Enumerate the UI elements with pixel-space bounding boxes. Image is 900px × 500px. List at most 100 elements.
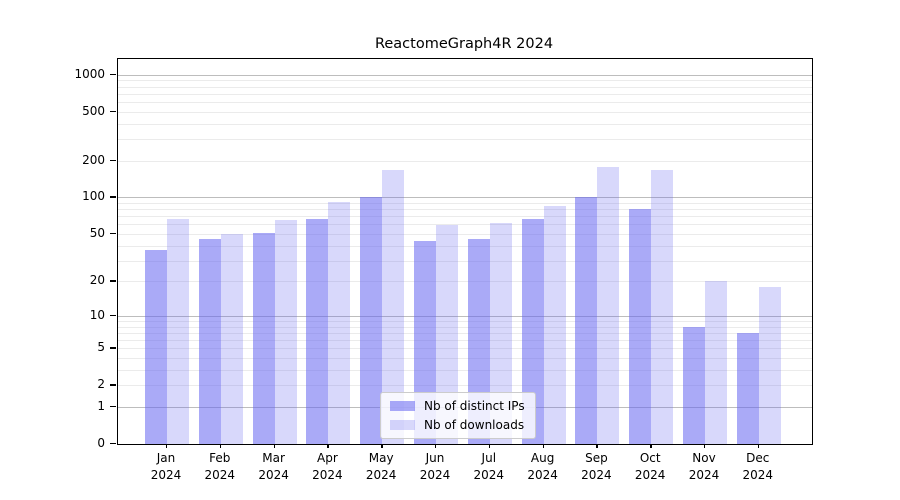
x-tick-year: 2024 — [473, 467, 505, 482]
y-tick-mark — [110, 232, 116, 235]
bar-downloads-sep — [597, 166, 620, 444]
bar-ips-aug — [521, 219, 544, 444]
x-tick-mark — [596, 444, 598, 448]
bar-downloads-jul — [489, 223, 512, 444]
bar-ips-nov — [683, 326, 705, 444]
y-tick-mark — [110, 443, 116, 445]
gridline-minor — [118, 369, 812, 371]
y-tick-mark — [110, 314, 116, 317]
x-tick-year: 2024 — [150, 467, 182, 482]
gridline-minor — [118, 202, 812, 204]
gridline-minor — [118, 139, 812, 140]
gridline-minor — [118, 281, 812, 283]
bar-downloads-dec — [758, 286, 781, 444]
x-tick-mark — [166, 444, 168, 448]
y-tick-mark — [110, 280, 116, 282]
x-tick-mark — [327, 444, 329, 448]
bar-ips-mar — [252, 232, 275, 444]
gridline-minor — [118, 123, 812, 125]
gridline-minor — [118, 80, 812, 82]
x-tick-year: 2024 — [527, 467, 558, 482]
x-tick-mark — [704, 444, 706, 448]
legend-item-downloads: Nb of downloads — [390, 418, 525, 432]
bar-downloads-mar — [274, 220, 297, 444]
x-tick-mark — [219, 444, 222, 448]
bar-downloads-feb — [220, 233, 243, 444]
gridline-major — [118, 197, 812, 199]
y-tick-label: 200 — [82, 152, 105, 167]
x-tick-label-jun: Jun 2024 — [403, 450, 467, 483]
x-tick-year: 2024 — [581, 467, 612, 482]
gridline-minor — [118, 216, 812, 218]
x-tick-year: 2024 — [258, 467, 289, 482]
gridline-minor — [118, 260, 812, 262]
x-tick-label-apr: Apr 2024 — [295, 450, 359, 483]
x-tick-label-nov: Nov 2024 — [672, 450, 736, 483]
bar-ips-may — [360, 197, 383, 444]
bar-ips-sep — [575, 197, 598, 444]
y-tick-label: 0 — [97, 436, 105, 450]
gridline-minor — [118, 340, 812, 341]
x-tick-mark — [542, 444, 544, 448]
bar-downloads-jan — [167, 218, 189, 444]
legend-label-downloads: Nb of downloads — [424, 418, 525, 432]
y-tick-mark — [110, 159, 116, 161]
gridline-minor — [118, 326, 812, 328]
bar-ips-feb — [198, 239, 221, 444]
gridline-minor — [118, 348, 812, 350]
x-tick-year: 2024 — [204, 467, 236, 482]
x-tick-label-jan: Jan 2024 — [134, 450, 198, 483]
y-tick-label: 500 — [82, 103, 105, 118]
gridline-minor — [118, 160, 812, 162]
legend-item-distinct-ips: Nb of distinct IPs — [390, 399, 525, 413]
gridline-major — [118, 315, 812, 317]
bar-downloads-aug — [543, 205, 566, 444]
gridline-minor — [118, 102, 812, 103]
x-tick-year: 2024 — [742, 467, 774, 482]
y-tick-mark — [110, 347, 116, 349]
x-tick-mark — [273, 444, 275, 448]
x-tick-year: 2024 — [419, 467, 451, 482]
legend-swatch-distinct-ips — [390, 401, 415, 411]
x-tick-label-dec: Dec 2024 — [726, 450, 790, 483]
x-tick-mark — [435, 444, 437, 448]
gridline-minor — [118, 245, 812, 247]
plot-area: Nb of distinct IPs Nb of downloads — [117, 58, 813, 445]
gridline-minor — [118, 93, 812, 95]
y-tick-label: 1000 — [74, 66, 105, 81]
y-tick-label: 5 — [97, 340, 105, 355]
bar-downloads-jun — [436, 225, 458, 444]
bar-downloads-may — [382, 169, 405, 444]
gridline-minor — [118, 358, 812, 359]
x-tick-year: 2024 — [688, 467, 720, 482]
y-tick-label: 20 — [89, 273, 105, 288]
chart-title: ReactomeGraph4R 2024 — [374, 36, 554, 52]
bar-ips-oct — [629, 209, 652, 444]
y-tick-label: 2 — [97, 377, 105, 392]
x-tick-mark — [757, 444, 760, 448]
bar-ips-dec — [736, 332, 759, 444]
y-tick-label: 100 — [82, 189, 105, 204]
x-tick-label-may: May 2024 — [349, 450, 413, 483]
legend-label-distinct-ips: Nb of distinct IPs — [424, 399, 525, 413]
x-tick-label-jul: Jul 2024 — [457, 450, 521, 483]
x-tick-label-sep: Sep 2024 — [564, 450, 628, 483]
x-tick-mark — [381, 444, 383, 448]
y-tick-label: 1 — [97, 399, 105, 413]
x-tick-year: 2024 — [634, 467, 666, 482]
gridline-minor — [118, 224, 812, 226]
x-tick-label-aug: Aug 2024 — [511, 450, 575, 483]
gridline-minor — [118, 320, 812, 322]
x-tick-year: 2024 — [365, 467, 397, 482]
y-tick-mark — [110, 406, 116, 408]
x-tick-year: 2024 — [312, 467, 343, 482]
bar-downloads-nov — [705, 281, 727, 444]
bar-downloads-apr — [328, 201, 351, 444]
y-tick-mark — [110, 384, 116, 386]
y-tick-mark — [110, 110, 116, 113]
y-tick-mark — [110, 196, 116, 198]
bar-ips-jan — [145, 249, 167, 444]
y-tick-label: 50 — [89, 225, 105, 240]
y-tick-label: 10 — [89, 307, 105, 322]
